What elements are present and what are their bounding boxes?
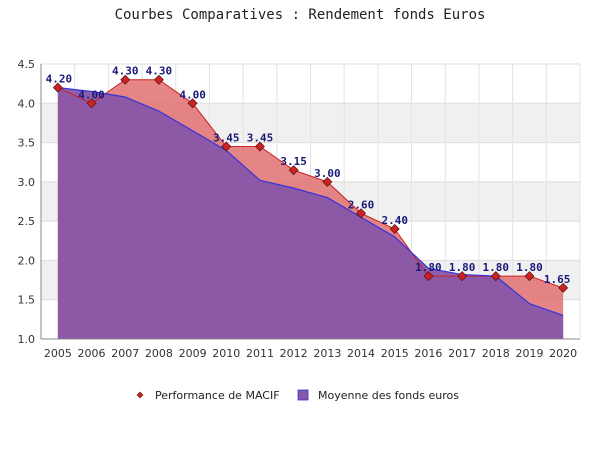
x-tick-label: 2014 — [347, 347, 375, 360]
x-tick-label: 2016 — [414, 347, 442, 360]
line-macif — [57, 79, 564, 289]
marker-macif — [86, 98, 97, 109]
x-tick-labels: 2005 2006 2007 2008 2009 2010 2011 2012 2013 2014… — [44, 347, 577, 360]
data-label-macif: 3.45 — [213, 132, 240, 145]
x-tick-label: 2011 — [246, 347, 274, 360]
data-label-macif: 3.45 — [247, 132, 274, 145]
data-label-macif: 3.00 — [314, 167, 341, 180]
legend-label-macif: Performance de MACIF — [155, 389, 280, 402]
marker-macif — [490, 271, 501, 282]
y-tick-label: 2.5 — [18, 215, 36, 228]
y-tick-label: 3.5 — [18, 137, 36, 150]
marker-macif — [52, 82, 63, 93]
data-label-macif: 3.15 — [280, 155, 307, 168]
marker-macif — [153, 74, 164, 85]
data-label-macif: 1.80 — [483, 261, 510, 274]
legend-label-average: Moyenne des fonds euros — [318, 389, 459, 402]
y-tick-label: 1.5 — [18, 294, 36, 307]
marker-macif — [120, 74, 131, 85]
x-tick-label: 2009 — [179, 347, 207, 360]
marker-macif — [221, 141, 232, 152]
legend-marker-macif — [136, 391, 144, 399]
x-tick-label: 2006 — [78, 347, 106, 360]
line-average — [57, 86, 564, 316]
data-label-macif: 1.65 — [544, 273, 571, 286]
x-tick-label: 2015 — [381, 347, 409, 360]
x-tick-label: 2007 — [111, 347, 139, 360]
data-label-macif: 4.30 — [146, 65, 173, 78]
y-tick-label: 2.0 — [18, 254, 36, 267]
marker-macif — [288, 165, 299, 176]
axes — [40, 64, 580, 340]
x-tick-label: 2005 — [44, 347, 72, 360]
x-tick-label: 2019 — [515, 347, 543, 360]
marker-macif — [356, 208, 367, 219]
data-label-macif: 1.80 — [449, 261, 476, 274]
marker-macif — [254, 141, 265, 152]
data-label-macif: 1.80 — [415, 261, 442, 274]
x-tick-label: 2017 — [448, 347, 476, 360]
marker-macif — [558, 282, 569, 293]
marker-macif — [187, 98, 198, 109]
y-tick-label: 3.0 — [18, 176, 36, 189]
marker-macif — [457, 271, 468, 282]
data-label-macif: 1.80 — [516, 261, 543, 274]
legend-swatch-average — [297, 389, 309, 401]
marker-macif — [524, 271, 535, 282]
marker-macif — [423, 271, 434, 282]
series-markers — [52, 74, 569, 293]
data-label-macif: 4.00 — [78, 88, 105, 101]
series-lines — [57, 79, 564, 316]
data-label-macif: 4.00 — [179, 88, 206, 101]
data-label-macif: 2.40 — [381, 214, 408, 227]
x-tick-label: 2018 — [482, 347, 510, 360]
data-label-macif: 4.30 — [112, 65, 139, 78]
x-tick-label: 2012 — [280, 347, 308, 360]
legend: Performance de MACIF Moyenne des fonds e… — [136, 389, 459, 402]
y-tick-labels: 1.0 1.5 2.0 2.5 3.0 3.5 4.0 4.5 — [18, 58, 36, 346]
marker-macif — [389, 224, 400, 234]
data-label-macif: 2.60 — [348, 198, 375, 211]
chart-title: Courbes Comparatives : Rendement fonds E… — [115, 7, 486, 23]
x-tick-label: 2008 — [145, 347, 173, 360]
y-tick-label: 4.0 — [18, 97, 36, 110]
y-tick-label: 1.0 — [18, 333, 36, 346]
x-tick-label: 2013 — [313, 347, 341, 360]
y-tick-label: 4.5 — [18, 58, 36, 71]
marker-macif — [322, 176, 333, 187]
x-tick-label: 2020 — [549, 347, 577, 360]
x-tick-label: 2010 — [212, 347, 240, 360]
data-labels: 4.20 4.00 4.30 4.30 4.00 3.45 3.45 3.15 3.00 2.60… — [46, 65, 571, 286]
data-label-macif: 4.20 — [46, 73, 73, 86]
